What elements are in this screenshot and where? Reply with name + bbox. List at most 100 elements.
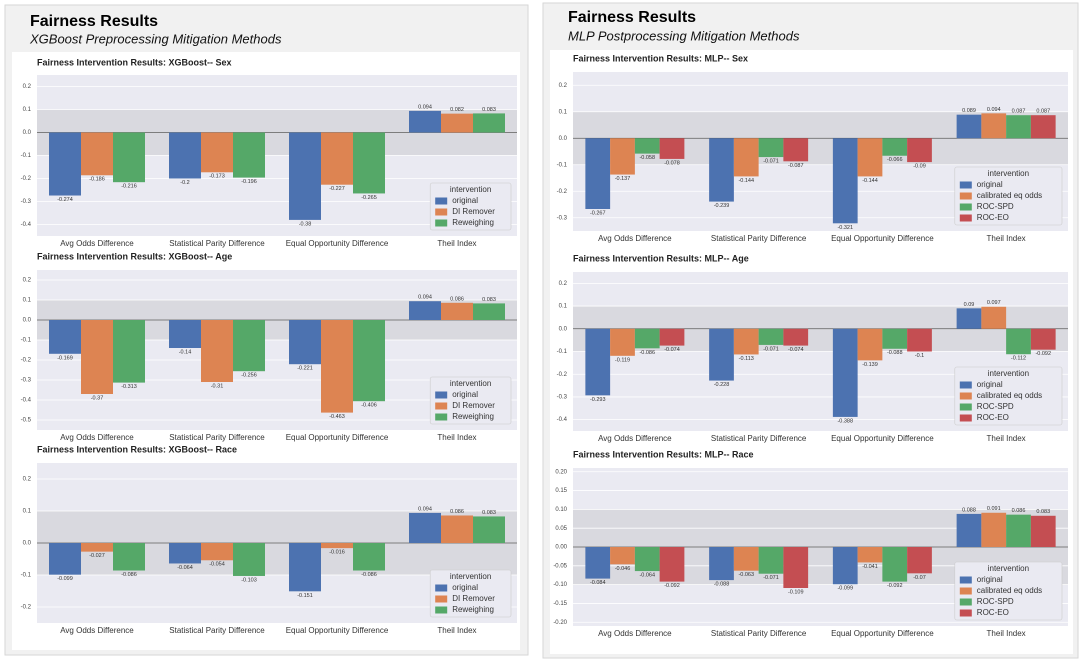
legend-label: DI Remover — [452, 594, 495, 603]
legend-label: original — [452, 196, 478, 205]
x-tick-label: Equal Opportunity Difference — [831, 629, 934, 638]
bar — [758, 328, 784, 345]
value-label: -0.092 — [1035, 351, 1051, 357]
value-label: -0.074 — [664, 347, 680, 353]
legend-label: Reweighing — [452, 605, 494, 614]
value-label: -0.088 — [714, 582, 730, 588]
x-tick-label: Theil Index — [437, 626, 476, 635]
bar — [169, 543, 201, 564]
legend-swatch — [959, 392, 972, 400]
value-label: -0.099 — [837, 586, 853, 592]
value-label: -0.086 — [639, 350, 655, 356]
x-tick-label: Avg Odds Difference — [60, 239, 134, 248]
bar — [473, 516, 505, 543]
y-tick-label: 0.1 — [23, 509, 32, 515]
legend-label: ROC-EO — [977, 413, 1009, 422]
legend-title: intervention — [450, 572, 491, 581]
value-label: -0.113 — [739, 356, 754, 362]
value-label: 0.083 — [482, 297, 496, 303]
legend-swatch — [435, 584, 448, 592]
y-tick-label: -0.1 — [21, 338, 32, 344]
panel-title: Fairness Results — [568, 9, 696, 26]
bar — [113, 132, 145, 183]
value-label: -0.293 — [590, 397, 606, 403]
chart-title: Fairness Intervention Results: MLP-- Rac… — [573, 449, 754, 459]
value-label: -0.054 — [209, 562, 225, 568]
value-label: 0.086 — [1012, 508, 1026, 514]
chart-title: Fairness Intervention Results: MLP-- Sex — [573, 53, 748, 63]
legend-box — [954, 366, 1063, 426]
y-tick-label: -0.20 — [553, 620, 567, 626]
bar — [857, 138, 883, 177]
value-label: -0.227 — [329, 186, 345, 192]
legend-swatch — [959, 598, 972, 606]
legend-swatch — [959, 381, 972, 389]
x-tick-label: Equal Opportunity Difference — [831, 234, 934, 243]
bar — [49, 132, 81, 196]
bar — [1006, 115, 1031, 139]
bar — [1006, 328, 1031, 355]
y-tick-label: -0.3 — [21, 378, 32, 384]
y-tick-label: 0.15 — [555, 488, 567, 494]
y-tick-label: -0.15 — [553, 601, 567, 607]
chart-title: Fairness Intervention Results: XGBoost--… — [37, 251, 232, 261]
value-label: -0.071 — [763, 159, 779, 165]
x-tick-label: Avg Odds Difference — [598, 629, 672, 638]
y-tick-label: -0.3 — [557, 215, 568, 221]
bar — [353, 132, 385, 194]
value-label: -0.086 — [361, 572, 377, 578]
bar — [882, 138, 908, 156]
legend-title: intervention — [988, 369, 1029, 378]
y-tick-label: -0.5 — [21, 418, 32, 424]
bar — [783, 547, 809, 589]
value-label: 0.083 — [482, 107, 496, 113]
bar — [113, 320, 145, 383]
bar — [201, 543, 233, 561]
y-tick-label: -0.1 — [21, 573, 32, 579]
legend-box — [954, 561, 1063, 621]
bar — [49, 543, 81, 575]
legend-swatch — [959, 576, 972, 584]
x-tick-label: Avg Odds Difference — [598, 434, 672, 443]
value-label: -0.064 — [177, 565, 193, 571]
bar — [289, 543, 321, 592]
legend-label: original — [977, 380, 1003, 389]
bar — [585, 328, 611, 396]
x-tick-label: Statistical Parity Difference — [169, 626, 265, 635]
legend-swatch — [959, 587, 972, 595]
value-label: 0.091 — [987, 506, 1001, 512]
bar — [233, 320, 265, 372]
legend-swatch — [959, 181, 972, 189]
legend-swatch — [435, 208, 448, 216]
y-tick-label: -0.1 — [557, 349, 568, 355]
legend-label: calibrated eq odds — [977, 391, 1042, 400]
x-tick-label: Statistical Parity Difference — [711, 629, 807, 638]
x-tick-label: Theil Index — [987, 234, 1026, 243]
bar — [907, 138, 932, 163]
panel-title: Fairness Results — [30, 13, 158, 30]
y-tick-label: -0.1 — [557, 162, 568, 168]
x-tick-label: Theil Index — [987, 434, 1026, 443]
bar — [1030, 328, 1056, 350]
value-label: -0.137 — [615, 176, 631, 182]
legend-swatch — [435, 197, 448, 205]
x-tick-label: Avg Odds Difference — [60, 433, 134, 442]
value-label: -0.151 — [297, 593, 313, 599]
x-tick-label: Statistical Parity Difference — [169, 239, 265, 248]
bar — [981, 512, 1007, 547]
bar — [634, 138, 660, 154]
x-tick-label: Equal Opportunity Difference — [286, 626, 389, 635]
bar — [956, 308, 982, 329]
value-label: -0.058 — [639, 155, 655, 161]
y-tick-label: 0.2 — [23, 84, 32, 90]
bar — [473, 113, 505, 133]
value-label: -0.31 — [211, 383, 224, 389]
legend-label: original — [977, 575, 1003, 584]
value-label: 0.086 — [450, 296, 464, 302]
value-label: -0.092 — [887, 583, 903, 589]
value-label: -0.112 — [1011, 356, 1026, 362]
legend-swatch — [435, 402, 448, 410]
value-label: 0.09 — [964, 302, 975, 308]
value-label: -0.38 — [299, 221, 312, 227]
